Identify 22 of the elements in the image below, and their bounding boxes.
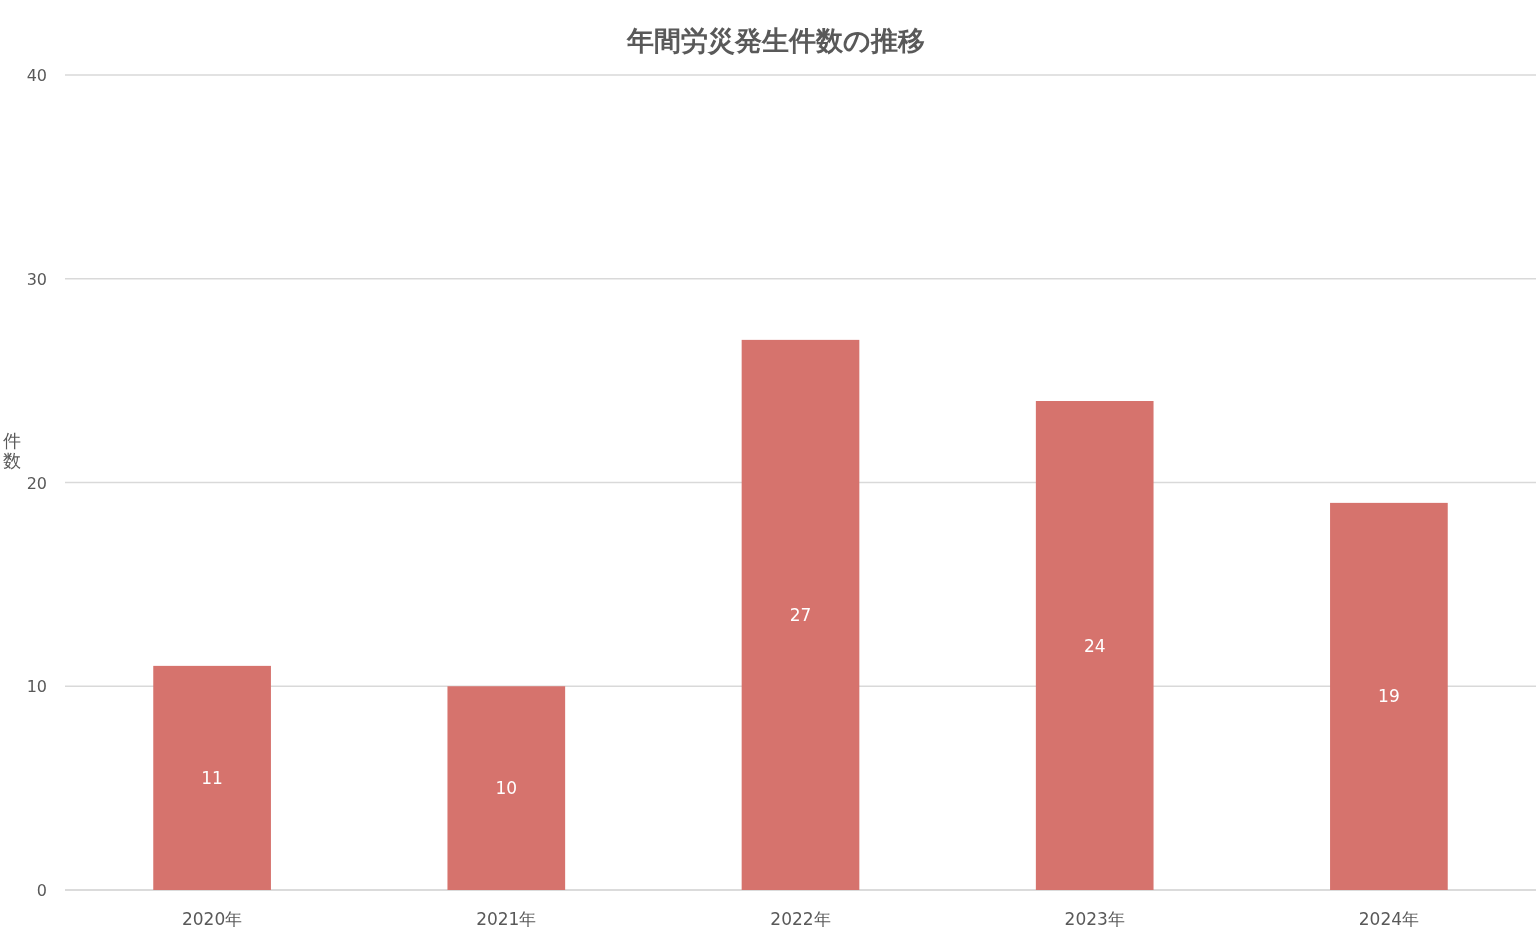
x-tick-label: 2021年 (476, 909, 537, 929)
y-axis-title: 件数 (3, 430, 21, 471)
y-tick-label: 0 (36, 881, 47, 900)
x-tick-label: 2022年 (770, 909, 831, 929)
x-tick-label: 2023年 (1064, 909, 1125, 929)
y-tick-label: 10 (26, 677, 47, 697)
y-tick-label: 40 (26, 66, 47, 85)
x-tick-label: 2024年 (1358, 909, 1420, 929)
x-tick-label: 2020年 (181, 909, 243, 929)
data-label: 19 (1378, 686, 1400, 707)
bar (741, 339, 860, 890)
data-label: 27 (789, 604, 812, 625)
data-label: 11 (201, 767, 223, 788)
bar (1330, 502, 1448, 890)
bar (447, 686, 566, 890)
chart-title: 年間労災発生件数の推移 (625, 25, 925, 56)
bar (1035, 401, 1154, 890)
y-tick-label: 20 (26, 473, 47, 493)
data-label: 10 (495, 778, 518, 799)
y-tick-label: 30 (26, 269, 47, 289)
data-label: 24 (1083, 635, 1106, 656)
bar (153, 665, 271, 890)
